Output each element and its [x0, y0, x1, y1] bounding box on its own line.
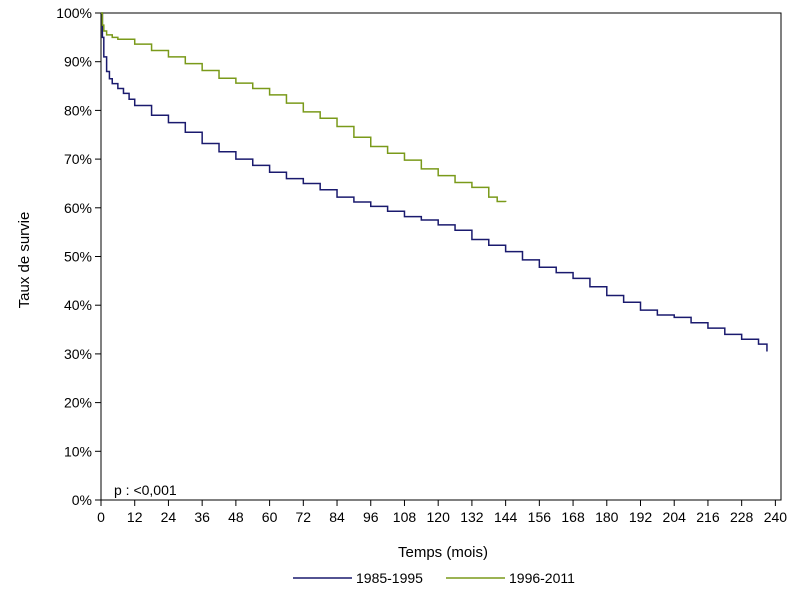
x-tick-label: 180 — [595, 509, 619, 525]
series-lines — [101, 12, 768, 352]
p-value-annotation: p : <0,001 — [114, 482, 177, 498]
plot-frame — [100, 12, 782, 501]
x-tick-label: 168 — [561, 509, 585, 525]
y-tick-label: 20% — [64, 395, 92, 411]
x-tick-label: 36 — [194, 509, 210, 525]
x-tick-label: 156 — [528, 509, 552, 525]
y-tick-label: 50% — [64, 249, 92, 265]
axes: 0 12 24 36 48 60 72 84 96 108 120 132 144 156 168 180 19… — [56, 5, 787, 525]
x-tick-label: 0 — [97, 509, 105, 525]
x-axis-title: Temps (mois) — [398, 544, 488, 561]
x-tick-label: 132 — [460, 509, 484, 525]
series-line-1985-1995 — [101, 12, 768, 352]
x-tick-label: 48 — [228, 509, 244, 525]
series-line-1996-2011 — [101, 12, 507, 203]
legend: 1985-1995 1996-2011 — [293, 570, 575, 586]
y-tick-label: 30% — [64, 346, 92, 362]
y-tick-label: 70% — [64, 151, 92, 167]
plot-area — [100, 12, 782, 501]
x-tick-label: 24 — [161, 509, 177, 525]
y-tick-label: 100% — [56, 5, 92, 21]
y-tick-label: 40% — [64, 297, 92, 313]
y-tick-label: 10% — [64, 443, 92, 459]
legend-label-1985-1995: 1985-1995 — [356, 570, 423, 586]
x-tick-label: 240 — [764, 509, 788, 525]
y-tick-label: 80% — [64, 102, 92, 118]
x-tick-label: 12 — [127, 509, 143, 525]
x-tick-label: 228 — [730, 509, 754, 525]
y-tick-label: 60% — [64, 200, 92, 216]
x-tick-label: 72 — [296, 509, 312, 525]
x-tick-label: 108 — [393, 509, 417, 525]
y-tick-label: 90% — [64, 54, 92, 70]
x-tick-label: 216 — [696, 509, 720, 525]
x-tick-label: 84 — [329, 509, 345, 525]
x-tick-label: 144 — [494, 509, 518, 525]
x-tick-label: 120 — [427, 509, 451, 525]
y-axis-title: Taux de survie — [16, 212, 33, 309]
x-tick-label: 96 — [363, 509, 379, 525]
x-tick-label: 204 — [663, 509, 687, 525]
y-tick-label: 0% — [72, 492, 92, 508]
x-tick-label: 192 — [629, 509, 653, 525]
legend-label-1996-2011: 1996-2011 — [509, 570, 575, 586]
x-tick-label: 60 — [262, 509, 278, 525]
